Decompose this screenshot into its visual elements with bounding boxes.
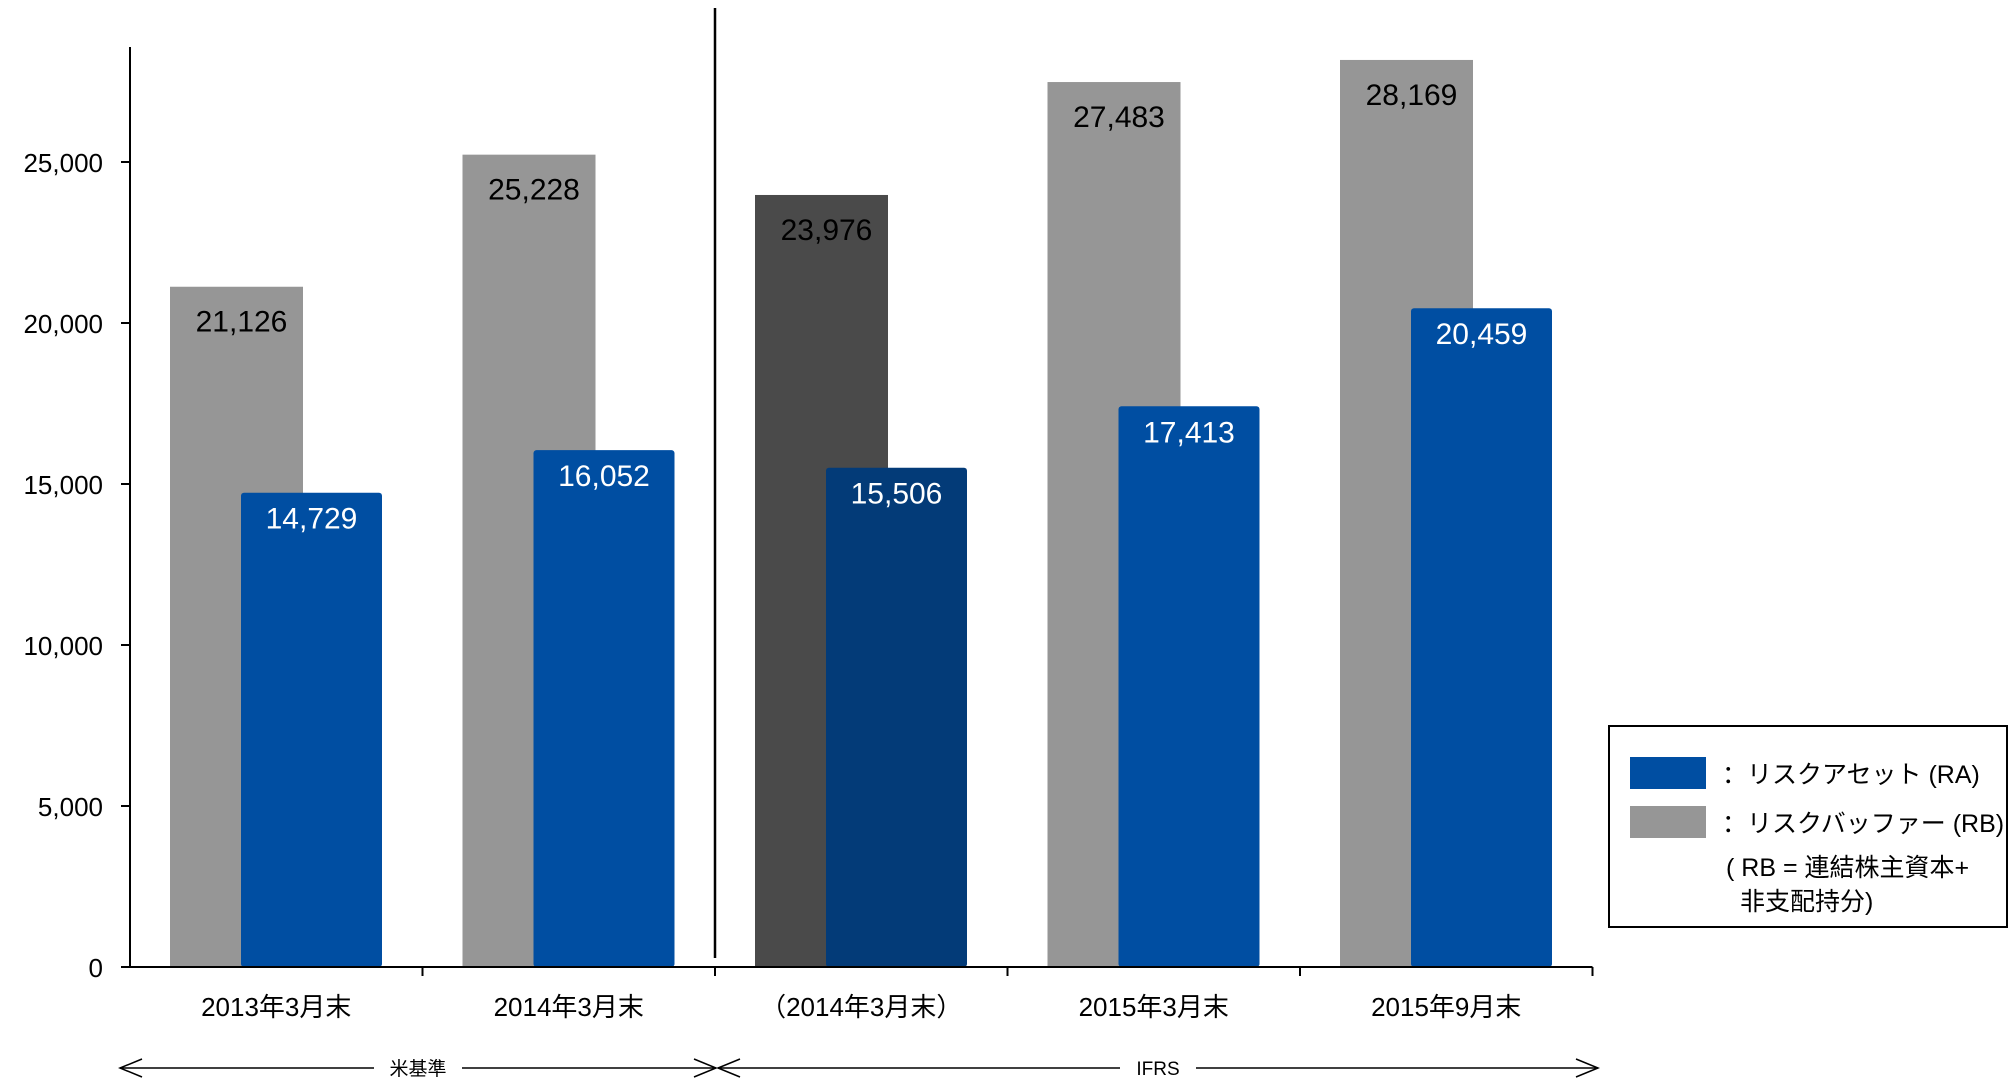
x-tick-label-1: 2014年3月末	[494, 992, 644, 1022]
data-label-rb-1: 25,228	[488, 174, 580, 207]
x-tick-label-2: （2014年3月末）	[760, 992, 962, 1022]
x-tick-label-4: 2015年9月末	[1371, 992, 1521, 1022]
data-label-ra-2: 15,506	[851, 478, 943, 511]
bar-ra-1	[533, 450, 675, 967]
legend-label-rb: ：リスクバッファー (RB)	[1722, 810, 2005, 838]
data-label-rb-2: 23,976	[781, 214, 873, 247]
bars-layer	[170, 59, 1552, 968]
legend-item-rb: ：リスクバッファー (RB)	[1630, 806, 2004, 838]
data-label-rb-4: 28,169	[1366, 79, 1458, 112]
period-arrowhead-left-0	[118, 1058, 143, 1078]
legend-swatch-ra	[1630, 757, 1706, 789]
data-labels-layer: 21,126 14,729 25,228 16,052 23,976 15,506 27,4…	[196, 79, 1528, 536]
period-arrowhead-right-1	[1575, 1058, 1600, 1078]
data-label-ra-3: 17,413	[1143, 416, 1235, 449]
x-tick-label-3: 2015年3月末	[1079, 992, 1229, 1022]
data-label-ra-0: 14,729	[266, 503, 358, 536]
data-label-rb-0: 21,126	[196, 306, 288, 339]
legend-item-ra: ：リスクアセット (RA)	[1630, 757, 1980, 789]
y-tick-label-0: 0	[89, 953, 103, 983]
bar-ra-3	[1118, 406, 1260, 967]
period-label-1: IFRS	[1136, 1059, 1179, 1079]
period-label-0: 米基準	[389, 1058, 446, 1079]
y-tick-label-2: 10,000	[23, 631, 103, 661]
y-tick-label-1: 5,000	[38, 792, 103, 822]
period-arrowhead-left-1	[716, 1058, 741, 1078]
bar-ra-4	[1411, 308, 1552, 967]
legend: ：リスクアセット (RA) ：リスクバッファー (RB) ( RB = 連結株主…	[1608, 725, 2008, 928]
data-label-ra-4: 20,459	[1436, 318, 1528, 351]
legend-note: ( RB = 連結株主資本+ 非支配持分)	[1726, 851, 1969, 919]
bar-ra-0	[241, 492, 382, 967]
legend-label-ra: ：リスクアセット (RA)	[1722, 761, 1980, 789]
y-tick-label-3: 15,000	[23, 470, 103, 500]
y-tick-label-5: 25,000	[23, 148, 103, 178]
period-arrowhead-right-0	[693, 1058, 718, 1078]
data-label-ra-1: 16,052	[558, 460, 650, 493]
x-tick-label-0: 2013年3月末	[201, 992, 351, 1022]
bar-ra-2	[826, 467, 967, 967]
legend-swatch-rb	[1630, 806, 1706, 838]
legend-note-line2: 非支配持分)	[1740, 888, 1874, 916]
period-arrows-layer: 米基準 IFRS	[118, 1058, 1600, 1079]
axes-layer: 2013年3月末 2014年3月末 （2014年3月末） 2015年3月末 2015年9…	[23, 8, 1594, 1022]
y-tick-label-4: 20,000	[23, 309, 103, 339]
data-label-rb-3: 27,483	[1073, 101, 1165, 134]
legend-note-line1: ( RB = 連結株主資本+	[1726, 854, 1970, 882]
